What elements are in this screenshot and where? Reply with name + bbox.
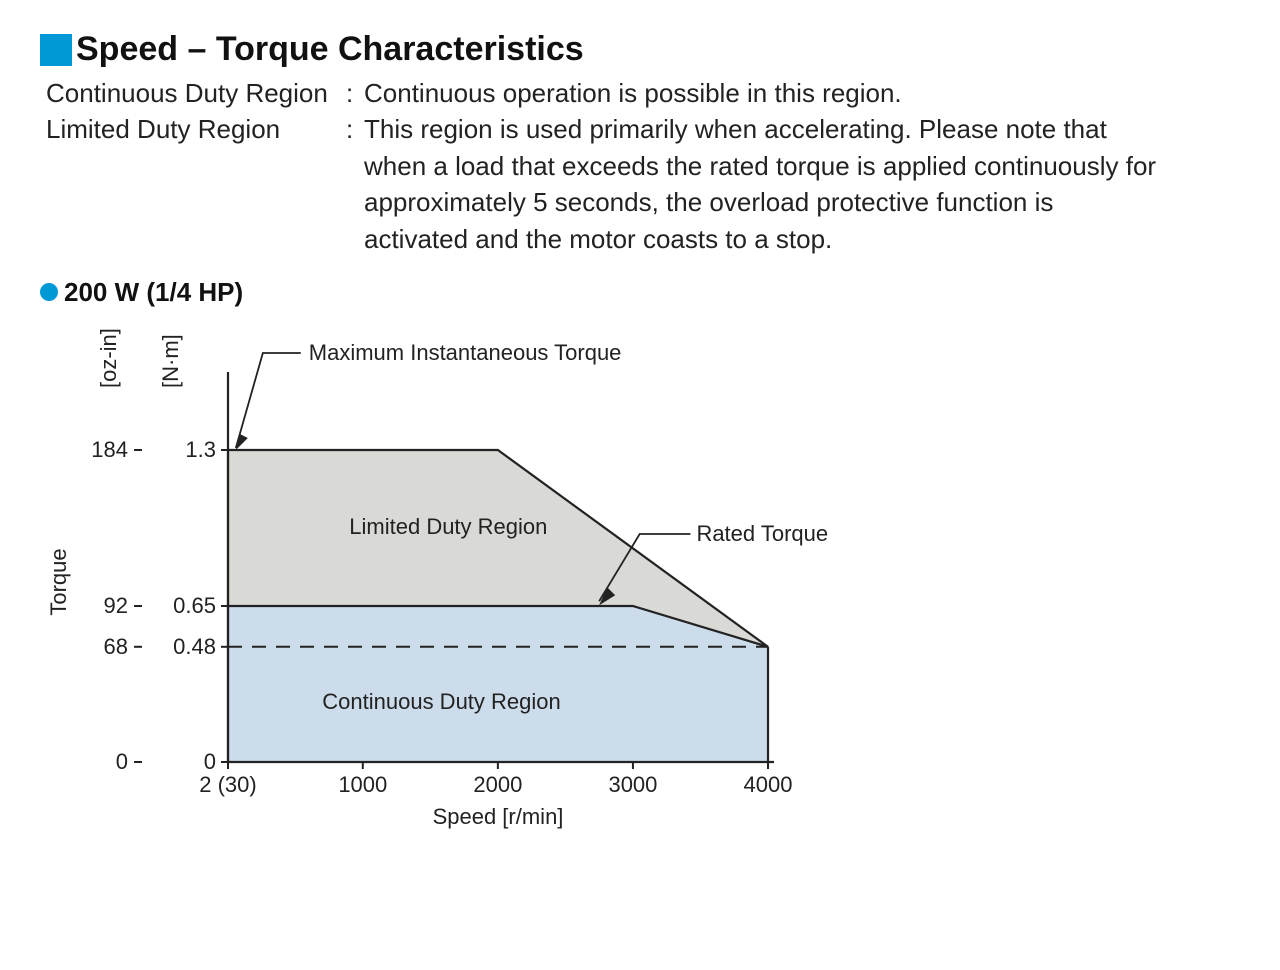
y-tick-nm: 0: [204, 749, 216, 774]
def-term: Limited Duty Region: [46, 111, 346, 257]
definition-row: Continuous Duty Region : Continuous oper…: [46, 75, 1250, 111]
def-text: This region is used primarily when accel…: [364, 111, 1164, 257]
x-tick: 2000: [473, 772, 522, 797]
limited-region-label: Limited Duty Region: [349, 514, 547, 539]
definitions: Continuous Duty Region : Continuous oper…: [46, 75, 1250, 257]
y-axis-label: Torque: [48, 548, 71, 615]
y-tick-nm: 0.48: [173, 634, 216, 659]
square-bullet-icon: [40, 34, 72, 66]
y-tick-nm: 1.3: [185, 437, 216, 462]
y-tick-ozin: 92: [104, 593, 128, 618]
def-text: Continuous operation is possible in this…: [364, 75, 902, 111]
y-tick-nm: 0.65: [173, 593, 216, 618]
x-tick: 3000: [608, 772, 657, 797]
continuous-duty-region: [228, 606, 768, 762]
section-title: Speed – Torque Characteristics: [40, 30, 1250, 69]
chart-svg: 0 0 0.48 68 0.65 92 1.3 184 [oz-in] [N·m] Torque 2 …: [48, 312, 948, 832]
y-tick-ozin: 68: [104, 634, 128, 659]
circle-bullet-icon: [40, 283, 58, 301]
def-term: Continuous Duty Region: [46, 75, 346, 111]
x-tick: 1000: [338, 772, 387, 797]
x-axis-label: Speed [r/min]: [433, 804, 564, 829]
main-title-text: Speed – Torque Characteristics: [76, 30, 584, 69]
definition-row: Limited Duty Region : This region is use…: [46, 111, 1250, 257]
max-torque-callout: Maximum Instantaneous Torque: [309, 340, 622, 365]
subsection-title: 200 W (1/4 HP): [40, 277, 1250, 308]
def-colon: :: [346, 75, 364, 111]
y-tick-ozin: 184: [91, 437, 128, 462]
y-tick-ozin: 0: [116, 749, 128, 774]
y-unit-ozin: [oz-in]: [96, 328, 121, 388]
continuous-region-label: Continuous Duty Region: [322, 689, 560, 714]
torque-speed-chart: 0 0 0.48 68 0.65 92 1.3 184 [oz-in] [N·m] Torque 2 …: [48, 312, 948, 832]
subtitle-text: 200 W (1/4 HP): [64, 277, 243, 308]
def-colon: :: [346, 111, 364, 257]
x-tick: 4000: [744, 772, 793, 797]
rated-torque-callout: Rated Torque: [696, 521, 828, 546]
x-tick: 2 (30): [199, 772, 256, 797]
y-unit-nm: [N·m]: [158, 334, 183, 388]
